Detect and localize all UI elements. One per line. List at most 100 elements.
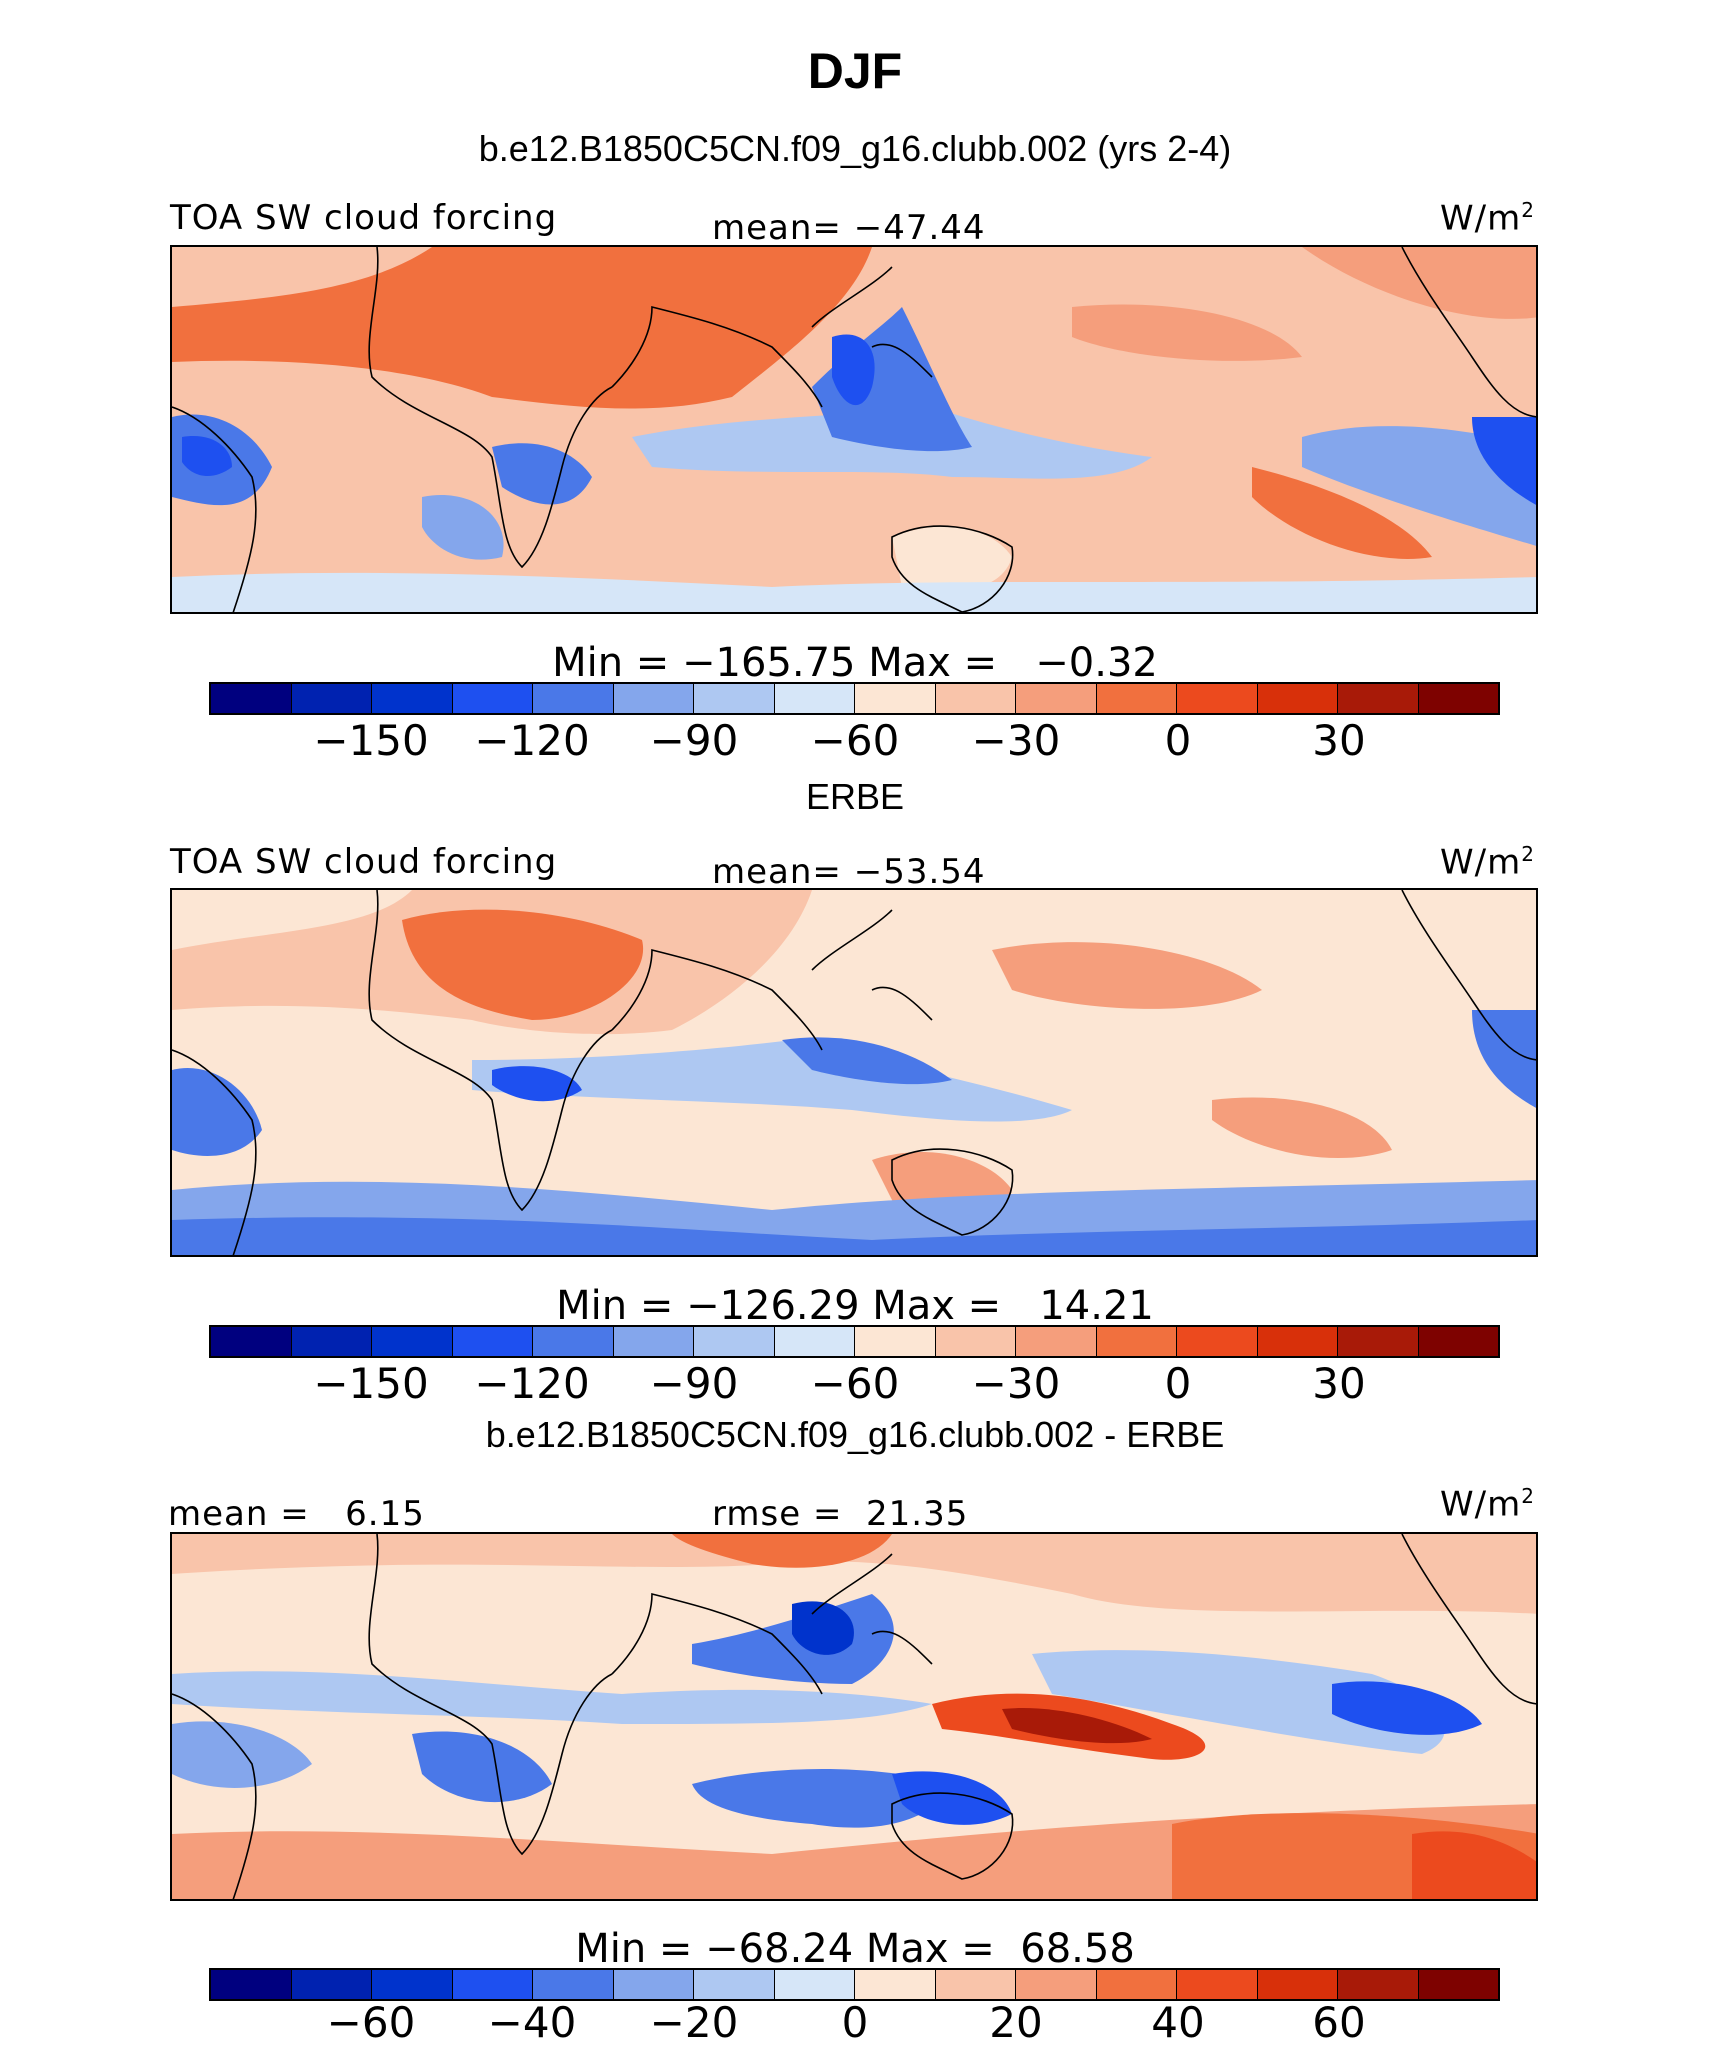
colorbar-swatch bbox=[1338, 1970, 1419, 1999]
colorbar-swatch bbox=[372, 1970, 453, 1999]
colorbar-swatch bbox=[1338, 1327, 1419, 1356]
panel-1-mean-label: mean= −47.44 bbox=[712, 208, 986, 248]
panel-3-colorbar bbox=[209, 1968, 1500, 2001]
map-region bbox=[172, 1671, 932, 1724]
colorbar-swatch bbox=[452, 1970, 533, 1999]
colorbar-swatch bbox=[1096, 1327, 1177, 1356]
map-region bbox=[672, 1534, 892, 1568]
colorbar-swatch bbox=[452, 684, 533, 713]
colorbar-swatch bbox=[372, 1327, 453, 1356]
map-region bbox=[172, 247, 872, 409]
colorbar-swatch bbox=[694, 1327, 775, 1356]
colorbar-swatch bbox=[1257, 1327, 1338, 1356]
map-region bbox=[692, 1769, 952, 1828]
colorbar-swatch bbox=[694, 684, 775, 713]
map-region bbox=[992, 942, 1262, 1009]
panel-2-minmax: Min = −126.29 Max = 14.21 bbox=[556, 1283, 1154, 1329]
colorbar-tick-label: −60 bbox=[810, 1359, 900, 1408]
colorbar-tick-label: −90 bbox=[649, 1359, 739, 1408]
colorbar-tick-label: 30 bbox=[1312, 1359, 1366, 1408]
map-region bbox=[172, 1721, 312, 1788]
coastlines bbox=[172, 1534, 1536, 1899]
colorbar-swatch bbox=[1418, 1970, 1498, 1999]
colorbar-swatch bbox=[452, 1327, 533, 1356]
map-region bbox=[402, 909, 644, 1020]
panel-3-mean-label: mean = 6.15 bbox=[168, 1494, 425, 1534]
colorbar-tick-label: −30 bbox=[971, 716, 1061, 765]
map-region bbox=[892, 1771, 1012, 1825]
panel-2-units: W/m2 bbox=[1440, 842, 1535, 883]
colorbar-swatch bbox=[1016, 1327, 1097, 1356]
map-region bbox=[172, 1068, 262, 1156]
panel-3-map-svg bbox=[172, 1534, 1536, 1899]
coastlines bbox=[172, 890, 1536, 1255]
map-region bbox=[422, 495, 504, 560]
map-region bbox=[1472, 1010, 1536, 1108]
colorbar-swatch bbox=[694, 1970, 775, 1999]
colorbar-swatch bbox=[1016, 684, 1097, 713]
map-region bbox=[412, 1731, 552, 1803]
colorbar-swatch bbox=[774, 1327, 855, 1356]
colorbar-swatch bbox=[1177, 684, 1258, 713]
colorbar-swatch bbox=[211, 1327, 292, 1356]
panel-1-colorbar bbox=[209, 682, 1500, 715]
colorbar-tick-label: −60 bbox=[326, 1998, 416, 2047]
figure-title: DJF bbox=[807, 43, 903, 99]
colorbar-swatch bbox=[935, 684, 1016, 713]
map-region bbox=[782, 1037, 952, 1085]
colorbar-tick-label: −40 bbox=[487, 1998, 577, 2047]
colorbar-tick-label: 40 bbox=[1151, 1998, 1205, 2047]
panel-3-units: W/m2 bbox=[1440, 1484, 1535, 1525]
map-region bbox=[892, 526, 1012, 592]
colorbar-swatch bbox=[774, 1970, 855, 1999]
colorbar-swatch bbox=[533, 684, 614, 713]
colorbar-swatch bbox=[533, 1327, 614, 1356]
map-region bbox=[1472, 417, 1536, 505]
panel-2-subtitle: ERBE bbox=[805, 776, 905, 817]
panel-1-map-svg bbox=[172, 247, 1536, 612]
colorbar-tick-label: 0 bbox=[1164, 1359, 1192, 1408]
colorbar-swatch bbox=[1418, 1327, 1498, 1356]
colorbar-swatch bbox=[1016, 1970, 1097, 1999]
colorbar-swatch bbox=[1338, 684, 1419, 713]
colorbar-swatch bbox=[855, 684, 936, 713]
colorbar-swatch bbox=[855, 1970, 936, 1999]
panel-1-variable-label: TOA SW cloud forcing bbox=[170, 198, 558, 238]
map-region bbox=[172, 1534, 1536, 1614]
map-region bbox=[1412, 1831, 1536, 1899]
panel-3-rmse-label: rmse = 21.35 bbox=[712, 1494, 969, 1534]
map-region bbox=[1332, 1681, 1482, 1735]
map-region bbox=[492, 443, 592, 505]
colorbar-tick-label: 60 bbox=[1312, 1998, 1366, 2047]
map-region bbox=[1302, 247, 1536, 319]
colorbar-tick-label: −120 bbox=[474, 1359, 590, 1408]
panel-1-minmax: Min = −165.75 Max = −0.32 bbox=[552, 640, 1158, 686]
colorbar-swatch bbox=[613, 1970, 694, 1999]
colorbar-swatch bbox=[533, 1970, 614, 1999]
colorbar-swatch bbox=[1177, 1970, 1258, 1999]
panel-2-variable-label: TOA SW cloud forcing bbox=[170, 842, 558, 882]
colorbar-swatch bbox=[935, 1327, 1016, 1356]
colorbar-swatch bbox=[1418, 684, 1498, 713]
colorbar-swatch bbox=[935, 1970, 1016, 1999]
map-region bbox=[812, 307, 972, 452]
colorbar-swatch bbox=[372, 684, 453, 713]
map-region bbox=[172, 572, 1536, 612]
colorbar-swatch bbox=[1096, 684, 1177, 713]
colorbar-swatch bbox=[774, 684, 855, 713]
panel-1-subtitle: b.e12.B1850C5CN.f09_g16.clubb.002 (yrs 2… bbox=[478, 128, 1232, 169]
colorbar-swatch bbox=[291, 1970, 372, 1999]
map-region bbox=[1002, 1708, 1152, 1744]
map-region bbox=[492, 1066, 582, 1102]
colorbar-swatch bbox=[291, 1327, 372, 1356]
colorbar-swatch bbox=[613, 684, 694, 713]
colorbar-tick-label: −30 bbox=[971, 1359, 1061, 1408]
colorbar-tick-label: −20 bbox=[649, 1998, 739, 2047]
colorbar-tick-label: 0 bbox=[841, 1998, 869, 2047]
coastlines bbox=[172, 247, 1536, 612]
colorbar-swatch bbox=[1096, 1970, 1177, 1999]
panel-2-map bbox=[170, 888, 1538, 1257]
panel-3-map bbox=[170, 1532, 1538, 1901]
colorbar-swatch bbox=[211, 1970, 292, 1999]
colorbar-tick-label: 30 bbox=[1312, 716, 1366, 765]
